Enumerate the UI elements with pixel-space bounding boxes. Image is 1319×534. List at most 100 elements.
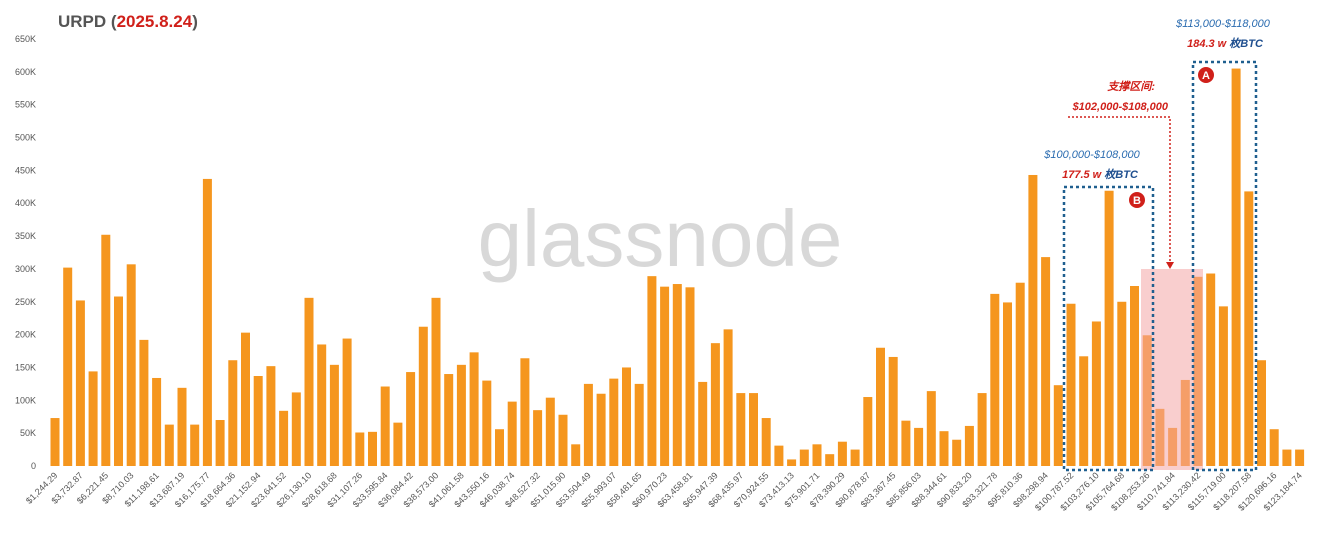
bar [1091,321,1101,466]
bar [355,432,365,466]
bar [368,431,377,466]
bar [380,386,390,466]
range-box-a [1191,60,1258,472]
bar [393,422,403,466]
bar [202,178,212,466]
bar [253,376,263,466]
bar [952,439,962,466]
annotation-amount: 184.3 w [1187,38,1228,50]
bar [456,364,466,466]
bar [736,393,746,466]
bar [75,300,85,466]
bar [88,371,98,466]
bar [1244,191,1254,466]
bar [507,401,517,466]
badge-label: A [1202,70,1210,82]
bar [914,427,924,466]
bar [1015,282,1025,466]
bar [126,264,136,466]
annotation: $113,000-$118,000 [1175,18,1271,30]
bar [583,383,593,466]
bar [660,286,670,466]
bar [418,326,428,466]
bar [850,449,860,466]
bar [698,381,708,466]
badge [1129,192,1145,208]
bar [139,339,149,466]
y-tick-label: 450K [15,165,36,175]
annotation: $102,000-$108,000 [1072,101,1169,113]
y-tick-label: 250K [15,297,36,307]
bar [571,444,581,466]
bar [634,383,644,466]
bar [825,454,835,466]
bar [558,414,568,466]
bar [939,431,949,466]
bar [596,393,606,466]
chart-title: URPD (2025.8.24) [58,12,198,31]
y-tick-label: 200K [15,330,36,340]
bar [533,410,543,466]
bar [520,358,530,466]
bar [190,424,200,466]
annotation-unit: 枚BTC [1104,168,1139,181]
y-tick-label: 500K [15,133,36,143]
bar [291,392,301,466]
bar [1218,306,1228,466]
y-tick-label: 50K [20,428,36,438]
bar [1206,273,1216,466]
bar [1079,356,1089,466]
bar [215,420,225,466]
bar [228,360,238,466]
title-text: URPD ( [58,12,117,31]
y-tick-label: 150K [15,362,36,372]
bar [622,367,631,466]
bar [647,276,657,466]
annotation: 184.3 w 枚BTC [1187,37,1264,50]
watermark: glassnode [478,194,843,283]
bar [101,234,111,466]
annotations: $113,000-$118,000 184.3 w 枚BTC A 支撑区间: $… [1043,18,1271,472]
bar [1053,385,1063,466]
bar [164,424,174,466]
bar [787,459,797,466]
annotation-amount: 177.5 w [1062,169,1103,181]
title-text: ) [192,12,198,31]
bar [876,347,885,466]
bar [50,418,60,466]
bar [926,391,936,466]
bar [114,296,123,466]
bar [444,374,454,466]
y-tick-label: 0 [31,461,36,471]
bar [1066,303,1076,466]
bar [761,418,771,466]
bar [1104,190,1114,466]
bar [1269,429,1279,466]
support-arrow [1068,116,1171,262]
range-box-b [1062,185,1155,472]
y-tick-label: 550K [15,100,36,110]
y-tick-label: 100K [15,395,36,405]
bar [63,267,73,466]
annotation: 支撑区间: [1106,80,1155,93]
badge [1198,67,1214,83]
bar [749,393,758,466]
bar [1130,286,1139,466]
title-date: 2025.8.24 [117,12,193,31]
bar [977,393,987,466]
bar [1295,449,1305,466]
bar [431,297,441,466]
annotation: $100,000-$108,000 [1043,149,1140,161]
badge-label: B [1133,195,1141,207]
bar [723,329,733,466]
bar [990,293,1000,466]
bar [304,297,314,466]
bar [152,377,162,466]
bar [812,444,822,466]
bar [901,420,911,466]
bar [266,366,276,466]
bar [469,352,479,466]
bar [329,364,339,466]
y-tick-label: 300K [15,264,36,274]
bar [863,397,873,466]
